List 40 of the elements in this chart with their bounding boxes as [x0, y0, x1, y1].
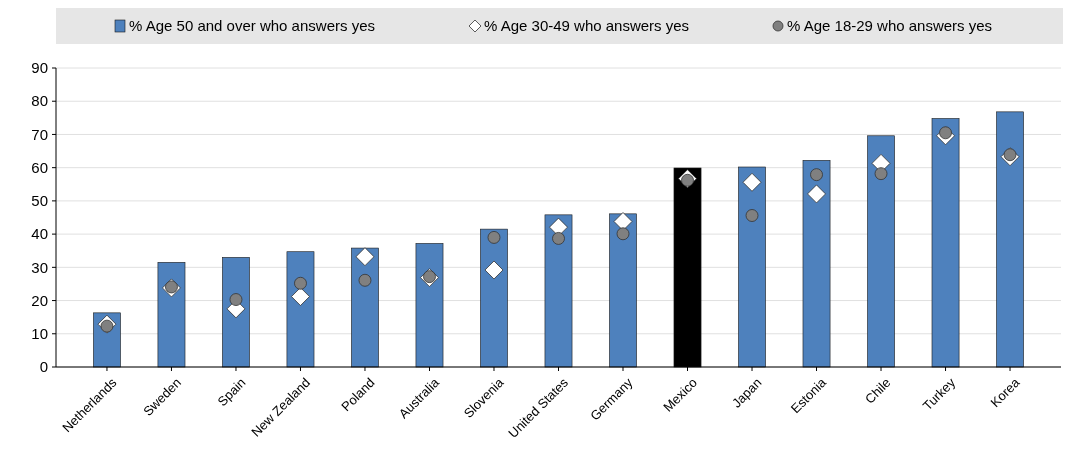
y-tick-label: 0: [39, 358, 48, 376]
y-tick-label: 90: [31, 59, 48, 77]
bar: [996, 111, 1024, 368]
y-tick-label: 50: [31, 192, 48, 210]
point: [810, 168, 823, 182]
point: [807, 184, 826, 204]
y-tick-label: 20: [31, 291, 48, 309]
point: [484, 260, 504, 280]
y-tick-label: 10: [31, 325, 48, 343]
bar: [544, 214, 573, 368]
bar: [867, 135, 895, 368]
point: [358, 273, 372, 287]
y-tick-label: 70: [31, 125, 48, 143]
y-tick-label: 40: [31, 225, 48, 243]
point: [294, 276, 307, 290]
legend-label: % Age 30-49 who answers yes: [484, 17, 690, 34]
bar: [480, 228, 508, 368]
y-tick-label: 80: [31, 92, 48, 110]
bar: [157, 262, 186, 368]
point: [613, 212, 633, 231]
bar: [415, 243, 444, 368]
point: [229, 293, 243, 306]
point: [552, 232, 565, 245]
legend-label: % Age 50 and over who answers yes: [129, 17, 375, 34]
bar: [738, 166, 766, 368]
bar: [351, 247, 379, 368]
point: [874, 167, 888, 181]
legend-label: % Age 18-29 who answers yes: [787, 17, 993, 34]
point: [487, 231, 501, 244]
point: [291, 287, 310, 306]
point: [745, 209, 759, 222]
y-tick-label: 30: [31, 258, 48, 276]
bar: [609, 213, 637, 368]
bar: [802, 160, 831, 368]
point: [355, 247, 375, 267]
y-tick-label: 60: [31, 158, 48, 176]
point: [742, 172, 762, 192]
bar: [931, 118, 960, 368]
point: [616, 227, 630, 241]
bar: [222, 257, 250, 368]
